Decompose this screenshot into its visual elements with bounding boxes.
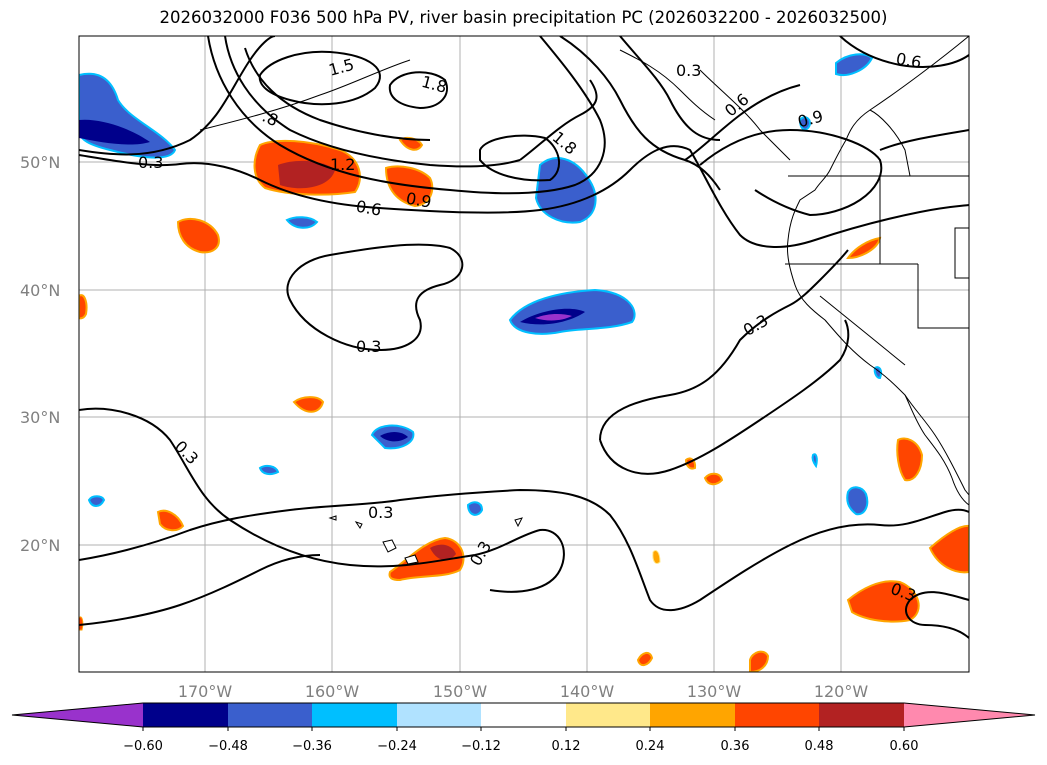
colorbar-tick-label: 0.36	[721, 739, 750, 754]
neg-anomaly-region	[835, 53, 874, 76]
pv-contours	[79, 36, 969, 639]
pos-anomaly-region	[79, 616, 84, 631]
contour-label: .8	[259, 107, 281, 131]
colorbar-tick-label: −0.36	[292, 739, 332, 754]
lon-label: 130°W	[687, 682, 742, 701]
neg-anomaly-region	[79, 72, 177, 159]
lon-label: 150°W	[433, 682, 488, 701]
lon-label: 120°W	[814, 682, 869, 701]
pos-anomaly-region	[176, 217, 220, 254]
neg-anomaly-region	[258, 464, 280, 476]
pos-anomaly-region	[156, 509, 185, 532]
colorbar-tick-label: −0.12	[461, 739, 501, 754]
contour-label: 0.3	[356, 337, 381, 356]
coastlines	[199, 36, 969, 506]
lat-label: 40°N	[20, 281, 60, 300]
colorbar-segment	[228, 703, 312, 727]
pos-anomaly-region	[846, 236, 882, 260]
colorbar-segment	[735, 703, 819, 727]
colorbar-tick-label: 0.48	[805, 739, 834, 754]
neg-anomaly-region	[798, 116, 812, 131]
colorbar-segment	[650, 703, 735, 727]
pos-anomaly-region	[652, 549, 661, 565]
neg-anomaly-core	[79, 119, 150, 145]
colorbar-extend-max	[904, 703, 1035, 727]
lon-label: 160°W	[305, 682, 360, 701]
colorbar-segment	[143, 703, 228, 727]
lat-label: 30°N	[20, 408, 60, 427]
graticule	[79, 36, 969, 672]
colorbar-segment	[481, 703, 566, 727]
colorbar-tick-label: −0.24	[377, 739, 417, 754]
pos-anomaly-region	[749, 650, 770, 672]
neg-anomaly-region	[466, 501, 484, 516]
contour-label: 0.3	[676, 61, 701, 80]
neg-anomaly-peak	[535, 313, 572, 321]
lon-label: 140°W	[560, 682, 615, 701]
contour-label: 1.2	[330, 155, 355, 174]
colorbar-tick-label: 0.60	[890, 739, 919, 754]
pos-anomaly-region	[896, 437, 924, 482]
lat-label: 20°N	[20, 536, 60, 555]
contour-label: 0.3	[171, 437, 202, 468]
contour-label: 0.3	[368, 503, 393, 522]
colorbar-segment	[397, 703, 481, 727]
contour-label: 1.8	[419, 72, 449, 97]
map-title: 2026032000 F036 500 hPa PV, river basin …	[159, 8, 888, 27]
contour-label: 1.5	[327, 55, 357, 80]
lon-label: 170°W	[178, 682, 233, 701]
colorbar-extend-min	[12, 703, 143, 727]
hawaiian-islands	[328, 515, 523, 565]
neg-anomaly-region	[811, 453, 818, 469]
colorbar-tick-label: −0.60	[123, 739, 163, 754]
colorbar-tick-label: 0.12	[552, 739, 581, 754]
neg-anomaly-core	[380, 431, 408, 442]
neg-anomaly-region	[285, 216, 319, 229]
neg-anomaly-region	[87, 495, 106, 507]
contour-label: 0.6	[895, 49, 923, 72]
colorbar-segment	[312, 703, 397, 727]
lat-label: 50°N	[20, 153, 60, 172]
neg-anomaly-region	[534, 157, 597, 224]
contour-label: 0.9	[796, 106, 826, 131]
pos-anomaly-region	[928, 524, 969, 574]
contour-label: 0.6	[355, 197, 383, 220]
precip-shading	[79, 53, 969, 672]
contour-label: 0.3	[466, 538, 495, 570]
pos-anomaly-region	[292, 396, 325, 413]
colorbar: −0.60 −0.48 −0.36 −0.24 −0.12 0.12 0.24 …	[11, 702, 1036, 754]
longitude-labels: 170°W 160°W 150°W 140°W 130°W 120°W	[178, 682, 869, 701]
pos-anomaly-core	[278, 160, 335, 189]
colorbar-tick-labels: −0.60 −0.48 −0.36 −0.24 −0.12 0.12 0.24 …	[123, 739, 918, 754]
pos-anomaly-region	[636, 652, 654, 666]
map-area: 1.5 1.8 1.2 0.6 0.9 0.3 1.8 0.3 0.6 0.6 …	[79, 36, 969, 672]
contour-label: 0.9	[405, 189, 433, 212]
contour-label: 0.3	[138, 153, 163, 172]
pos-anomaly-region	[703, 472, 724, 486]
pos-anomaly-region	[79, 294, 88, 320]
pos-anomaly-core	[430, 544, 456, 561]
neg-anomaly-region	[846, 486, 869, 516]
colorbar-segment	[819, 703, 904, 727]
colorbar-tick-label: 0.24	[636, 739, 665, 754]
colorbar-ticks	[142, 727, 905, 731]
colorbar-tick-label: −0.48	[208, 739, 248, 754]
map-frame	[78, 35, 970, 673]
colorbar-segment	[566, 703, 650, 727]
pos-anomaly-region	[846, 580, 920, 623]
latitude-labels: 50°N 40°N 30°N 20°N	[20, 153, 60, 555]
